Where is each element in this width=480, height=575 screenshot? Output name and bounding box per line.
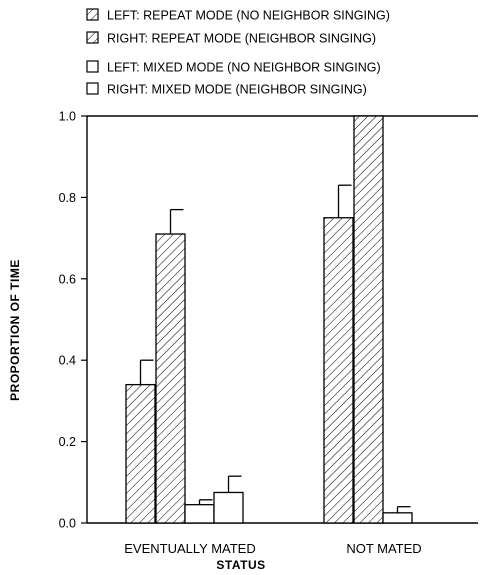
legend-label: RIGHT: MIXED MODE (NEIGHBOR SINGING) bbox=[107, 83, 367, 97]
x-axis-title: STATUS bbox=[216, 558, 265, 572]
bar-3-2 bbox=[382, 512, 413, 524]
legend-label: LEFT: REPEAT MODE (NO NEIGHBOR SINGING) bbox=[107, 9, 390, 23]
y-tick-label: 1.0 bbox=[59, 110, 76, 124]
bar-3-1 bbox=[184, 504, 215, 524]
bar-2-2 bbox=[353, 115, 384, 524]
legend-swatch bbox=[86, 8, 99, 21]
y-tick-label: 0.4 bbox=[59, 354, 76, 368]
legend: LEFT: REPEAT MODE (NO NEIGHBOR SINGING) R… bbox=[86, 8, 390, 97]
legend-swatch bbox=[86, 60, 99, 73]
bar-4-1 bbox=[213, 491, 244, 524]
bar-1-2 bbox=[323, 217, 354, 524]
y-tick-label: 0.6 bbox=[59, 272, 76, 286]
y-ticks: 0.0 0.2 0.4 0.6 0.8 1.0 bbox=[59, 110, 87, 531]
category-label: NOT MATED bbox=[346, 541, 421, 556]
y-tick-label: 0.2 bbox=[59, 435, 76, 449]
bar-2-1 bbox=[155, 233, 186, 524]
legend-label: RIGHT: REPEAT MODE (NEIGHBOR SINGING) bbox=[107, 32, 376, 46]
legend-swatch bbox=[86, 31, 99, 44]
y-axis-title: PROPORTION OF TIME bbox=[8, 259, 22, 401]
category-labels: EVENTUALLY MATED NOT MATED bbox=[124, 541, 421, 556]
y-tick-label: 0.0 bbox=[59, 517, 76, 531]
y-tick-label: 0.8 bbox=[59, 191, 76, 205]
bar-1-1 bbox=[125, 383, 156, 524]
legend-label: LEFT: MIXED MODE (NO NEIGHBOR SINGING) bbox=[107, 61, 381, 75]
bars bbox=[125, 115, 413, 524]
category-label: EVENTUALLY MATED bbox=[124, 541, 255, 556]
legend-swatch bbox=[86, 82, 99, 95]
